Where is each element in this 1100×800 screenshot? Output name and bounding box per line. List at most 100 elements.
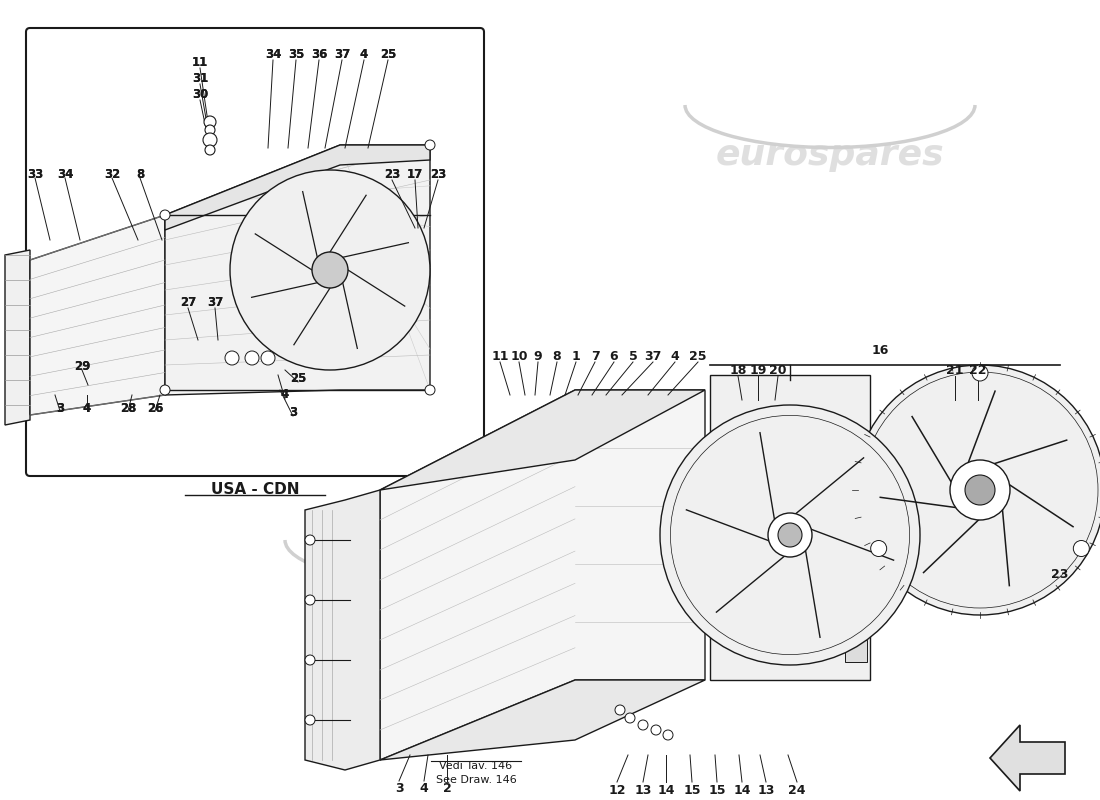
- Text: 31: 31: [191, 71, 208, 85]
- Text: 4: 4: [82, 402, 91, 414]
- Text: 37: 37: [207, 297, 223, 310]
- Text: 16: 16: [871, 343, 889, 357]
- Text: 11: 11: [492, 350, 508, 363]
- Text: 20: 20: [769, 363, 786, 377]
- Text: 25: 25: [690, 350, 706, 363]
- Text: 15: 15: [683, 783, 701, 797]
- Bar: [713, 550, 741, 578]
- Text: 29: 29: [74, 359, 90, 373]
- Text: 7: 7: [591, 350, 600, 363]
- Text: 30: 30: [191, 87, 208, 101]
- Polygon shape: [710, 375, 870, 680]
- Text: 3: 3: [395, 782, 404, 794]
- Text: 37: 37: [645, 350, 662, 363]
- Circle shape: [615, 705, 625, 715]
- Circle shape: [871, 541, 887, 557]
- Text: 13: 13: [757, 783, 774, 797]
- Polygon shape: [305, 490, 380, 770]
- Text: 18: 18: [729, 363, 747, 377]
- Polygon shape: [379, 390, 705, 760]
- FancyBboxPatch shape: [26, 28, 484, 476]
- Polygon shape: [30, 215, 165, 415]
- Circle shape: [160, 385, 170, 395]
- Text: 1: 1: [572, 350, 581, 363]
- Text: 17: 17: [407, 169, 424, 182]
- Bar: [858, 460, 876, 478]
- Text: 28: 28: [120, 402, 136, 414]
- Circle shape: [305, 715, 315, 725]
- Bar: [845, 640, 867, 662]
- Text: 3: 3: [56, 402, 64, 414]
- Circle shape: [230, 170, 430, 370]
- Circle shape: [972, 365, 988, 381]
- Polygon shape: [165, 145, 430, 395]
- Text: 5: 5: [628, 350, 637, 363]
- Text: 3: 3: [289, 406, 297, 418]
- Text: 27: 27: [180, 297, 196, 310]
- Circle shape: [425, 140, 435, 150]
- Text: 4: 4: [360, 49, 368, 62]
- Text: 24: 24: [789, 783, 805, 797]
- Text: 25: 25: [289, 371, 306, 385]
- Text: 36: 36: [311, 49, 327, 62]
- Text: eurospares: eurospares: [316, 573, 544, 607]
- Text: 4: 4: [280, 389, 289, 402]
- Text: 33: 33: [26, 169, 43, 182]
- Text: 32: 32: [103, 169, 120, 182]
- Polygon shape: [379, 680, 705, 760]
- Circle shape: [950, 460, 1010, 520]
- Text: 35: 35: [288, 49, 305, 62]
- Text: 6: 6: [609, 350, 618, 363]
- Circle shape: [663, 730, 673, 740]
- Text: 37: 37: [334, 49, 350, 62]
- Text: 21: 21: [946, 363, 964, 377]
- Circle shape: [205, 125, 214, 135]
- Bar: [858, 510, 876, 528]
- Text: 4: 4: [671, 350, 680, 363]
- Circle shape: [160, 210, 170, 220]
- Text: 14: 14: [658, 783, 674, 797]
- Polygon shape: [990, 725, 1065, 791]
- Text: 22: 22: [969, 363, 987, 377]
- Circle shape: [205, 145, 214, 155]
- Circle shape: [660, 405, 920, 665]
- Text: 34: 34: [57, 169, 74, 182]
- Text: 11: 11: [191, 55, 208, 69]
- Text: 35: 35: [288, 49, 305, 62]
- Text: 13: 13: [635, 783, 651, 797]
- Text: 28: 28: [120, 402, 136, 414]
- Text: 17: 17: [407, 169, 424, 182]
- Text: 25: 25: [379, 49, 396, 62]
- Text: 23: 23: [384, 169, 400, 182]
- Circle shape: [305, 595, 315, 605]
- Text: 26: 26: [146, 402, 163, 414]
- Circle shape: [768, 513, 812, 557]
- Circle shape: [651, 725, 661, 735]
- Text: 36: 36: [311, 49, 327, 62]
- Bar: [713, 585, 741, 613]
- Text: 37: 37: [334, 49, 350, 62]
- Circle shape: [305, 655, 315, 665]
- Text: 34: 34: [265, 49, 282, 62]
- Circle shape: [778, 523, 802, 547]
- Text: 12: 12: [608, 783, 626, 797]
- Text: 34: 34: [57, 169, 74, 182]
- Text: 11: 11: [191, 55, 208, 69]
- Text: 4: 4: [360, 49, 368, 62]
- Text: Vedi Tav. 146: Vedi Tav. 146: [439, 761, 513, 771]
- Text: 8: 8: [136, 169, 144, 182]
- Text: 29: 29: [74, 359, 90, 373]
- Text: 4: 4: [280, 389, 289, 402]
- Polygon shape: [379, 390, 705, 490]
- Text: 8: 8: [552, 350, 561, 363]
- Circle shape: [855, 365, 1100, 615]
- Text: 19: 19: [749, 363, 767, 377]
- Bar: [713, 445, 741, 473]
- Circle shape: [1074, 541, 1089, 557]
- Text: 34: 34: [265, 49, 282, 62]
- Text: 3: 3: [56, 402, 64, 414]
- Text: eurospares: eurospares: [716, 138, 944, 172]
- Circle shape: [305, 535, 315, 545]
- Text: 14: 14: [734, 783, 750, 797]
- Bar: [713, 515, 741, 543]
